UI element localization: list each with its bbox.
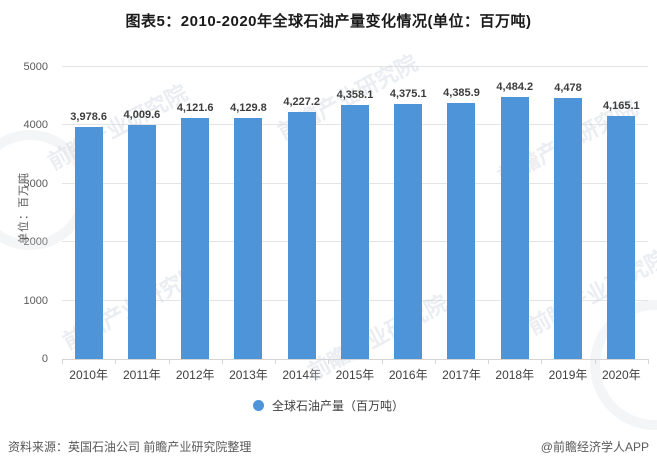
bar-value-label: 4,227.2 bbox=[283, 96, 321, 109]
y-axis-labels: 0 1000 2000 3000 4000 5000 bbox=[0, 61, 54, 365]
bar-value-label: 4,165.1 bbox=[602, 99, 640, 112]
bar-column: 3,978.6 bbox=[62, 67, 115, 359]
x-axis-tick bbox=[488, 359, 490, 364]
x-axis-tick bbox=[328, 359, 330, 364]
y-tick-label: 0 bbox=[41, 353, 48, 365]
footer: 资料来源：英国石油公司 前瞻产业研究院整理 @前瞻经济学人APP bbox=[0, 438, 657, 455]
x-axis-tick bbox=[541, 359, 543, 364]
bar-column: 4,358.1 bbox=[328, 67, 381, 359]
bar-value-label: 4,121.6 bbox=[176, 102, 214, 115]
gridline bbox=[62, 66, 648, 67]
x-tick-label: 2013年 bbox=[229, 368, 268, 382]
x-axis-tick bbox=[434, 359, 436, 364]
bar-value-label: 4,478 bbox=[554, 81, 582, 94]
x-tick-label: 2010年 bbox=[69, 368, 108, 382]
bar-column: 4,129.8 bbox=[222, 67, 275, 359]
bar bbox=[74, 126, 103, 359]
bar bbox=[287, 112, 316, 359]
x-axis-tick bbox=[62, 359, 63, 364]
x-tick-label: 2016年 bbox=[388, 368, 428, 382]
bars: 3,978.6 4,009.6 4,121.6 4,129.8 4,227.2 4,358… bbox=[62, 67, 648, 359]
y-tick-label: 1000 bbox=[23, 294, 48, 307]
bar bbox=[340, 104, 369, 359]
plot-area: 3,978.6 4,009.6 4,121.6 4,129.8 4,227.2 4,358… bbox=[62, 66, 649, 364]
bar-value-label: 4,385.9 bbox=[443, 86, 480, 99]
bar-column: 4,478 bbox=[541, 67, 594, 359]
bar-column: 4,009.6 bbox=[115, 67, 168, 359]
x-axis-tick bbox=[648, 359, 649, 364]
bar-value-label: 4,009.6 bbox=[123, 108, 161, 121]
bar bbox=[500, 97, 529, 359]
x-tick-label: 2017年 bbox=[442, 368, 481, 382]
legend-marker-icon bbox=[252, 400, 264, 411]
x-axis-tick bbox=[381, 359, 383, 364]
source-note: 资料来源：英国石油公司 前瞻产业研究院整理 bbox=[8, 440, 252, 454]
x-tick-label: 2019年 bbox=[548, 368, 588, 382]
bar-column: 4,385.9 bbox=[435, 67, 488, 359]
x-tick-label: 2012年 bbox=[175, 368, 215, 382]
x-tick-label: 2014年 bbox=[282, 368, 322, 382]
bar-value-label: 4,375.1 bbox=[389, 87, 427, 100]
bar bbox=[607, 115, 636, 359]
x-tick-label: 2020年 bbox=[601, 368, 641, 382]
bar-column: 4,375.1 bbox=[382, 67, 435, 359]
bar-value-label: 4,358.1 bbox=[336, 88, 374, 101]
legend: 全球石油产量（百万吨） bbox=[0, 397, 657, 414]
bar bbox=[394, 103, 423, 359]
bar-value-label: 4,484.2 bbox=[496, 81, 534, 94]
bar bbox=[127, 124, 156, 359]
bar bbox=[181, 118, 210, 359]
x-axis-tick bbox=[168, 359, 170, 364]
x-axis-tick bbox=[115, 359, 117, 364]
x-axis-labels: 2010年 2011年 2012年 2013年 2014年 2015年 2016年 2017年… bbox=[62, 366, 648, 383]
bar-value-label: 4,129.8 bbox=[230, 101, 267, 114]
bar-column: 4,227.2 bbox=[275, 67, 328, 359]
y-tick-label: 5000 bbox=[23, 61, 48, 73]
bar-chart: 单位：百万吨 0 1000 2000 3000 4000 5000 3,978.6 4,00… bbox=[0, 40, 657, 413]
bar-column: 4,165.1 bbox=[595, 67, 648, 359]
y-tick-label: 3000 bbox=[23, 177, 48, 190]
bar bbox=[447, 102, 476, 359]
bar bbox=[554, 97, 583, 359]
x-tick-label: 2015年 bbox=[335, 368, 375, 382]
bar-value-label: 3,978.6 bbox=[70, 110, 107, 123]
y-tick-label: 4000 bbox=[23, 119, 48, 132]
y-tick-label: 2000 bbox=[23, 236, 48, 249]
x-tick-label: 2011年 bbox=[122, 368, 161, 382]
bar-column: 4,484.2 bbox=[488, 67, 541, 359]
x-axis-tick bbox=[594, 359, 596, 364]
bar-column: 4,121.6 bbox=[169, 67, 222, 359]
legend-label: 全球石油产量（百万吨） bbox=[271, 399, 404, 413]
credit-note: @前瞻经济学人APP bbox=[540, 440, 649, 454]
chart-title: 图表5：2010-2020年全球石油产量变化情况(单位：百万吨) bbox=[125, 13, 532, 30]
x-axis-tick bbox=[275, 359, 277, 364]
x-axis-tick bbox=[221, 359, 223, 364]
bar bbox=[234, 117, 263, 359]
x-tick-label: 2018年 bbox=[495, 368, 535, 382]
